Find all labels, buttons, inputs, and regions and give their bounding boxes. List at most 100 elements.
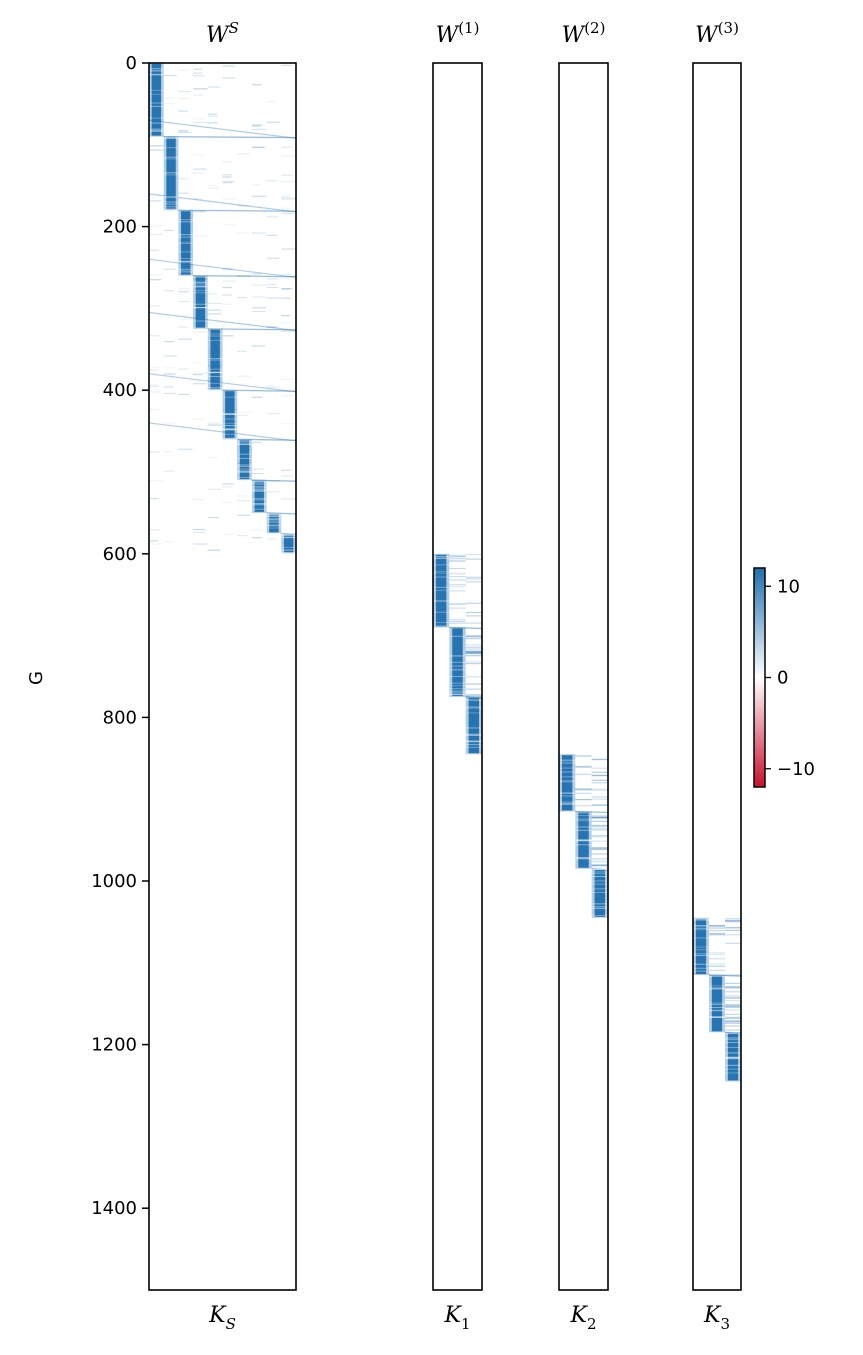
heatmap-texture	[281, 536, 296, 538]
heatmap-speckle	[266, 326, 277, 328]
heatmap-speckle	[222, 501, 233, 504]
heatmap-texture	[433, 600, 450, 602]
heatmap-speckle	[725, 934, 741, 936]
heatmap-speckle	[178, 326, 189, 328]
heatmap-connector	[207, 328, 297, 331]
heatmap-speckle	[465, 581, 482, 583]
heatmap-speckle	[465, 638, 482, 640]
heatmap-texture	[709, 1006, 725, 1008]
heatmap-texture	[465, 734, 482, 736]
heatmap-speckle	[449, 607, 466, 609]
heatmap-speckle	[725, 1004, 741, 1007]
heatmap-speckle	[725, 942, 741, 944]
heatmap-texture	[266, 532, 282, 534]
heatmap-connector	[163, 135, 297, 139]
panel-xlabel-sub: 1	[461, 1315, 471, 1333]
heatmap-texture	[163, 201, 179, 203]
heatmap-speckle	[149, 408, 160, 410]
heatmap-speckle	[222, 336, 234, 338]
heatmap-texture	[178, 268, 194, 270]
heatmap-connector	[724, 1031, 742, 1034]
heatmap-texture	[207, 335, 223, 337]
heatmap-speckle	[193, 68, 203, 70]
heatmap-speckle	[465, 696, 482, 698]
heatmap-connector	[193, 275, 297, 278]
heatmap-speckle	[222, 280, 237, 282]
panel-specific-1: W(1) K1	[432, 19, 483, 1333]
heatmap-speckle	[163, 97, 176, 99]
heatmap-speckle	[725, 1017, 741, 1019]
heatmap-texture	[709, 1016, 725, 1018]
heatmap-speckle	[591, 825, 608, 827]
heatmap-texture	[222, 413, 238, 415]
panel-title-sup: (3)	[718, 19, 739, 37]
heatmap-speckle	[207, 86, 221, 88]
heatmap-speckle	[222, 267, 233, 269]
heatmap-texture	[709, 1016, 725, 1018]
panel-xlabel-sub: 3	[720, 1315, 730, 1333]
heatmap-speckle	[591, 816, 608, 818]
heatmap-texture	[709, 988, 725, 990]
heatmap-speckle	[193, 94, 204, 96]
heatmap-texture	[725, 1041, 741, 1043]
heatmap-connector	[266, 512, 297, 515]
heatmap-speckle	[591, 767, 608, 769]
heatmap-speckle	[281, 174, 293, 176]
heatmap-speckle	[725, 927, 741, 929]
heatmap-texture	[178, 242, 194, 244]
y-tick-label: 400	[103, 380, 137, 401]
heatmap-speckle	[149, 480, 164, 482]
heatmap-speckle	[237, 500, 251, 502]
heatmap-speckle	[222, 303, 233, 305]
heatmap-texture	[222, 413, 238, 415]
heatmap-speckle	[465, 611, 482, 614]
heatmap-speckle	[193, 235, 208, 237]
panel-xlabel-main: K	[444, 1303, 463, 1328]
heatmap-texture	[465, 741, 482, 743]
heatmap-speckle	[591, 836, 608, 838]
heatmap-texture	[178, 251, 194, 253]
heatmap-texture	[709, 987, 725, 989]
heatmap-speckle	[251, 468, 264, 470]
heatmap-texture	[559, 781, 576, 783]
heatmap-streak	[148, 373, 297, 393]
panel-title-main: W	[562, 23, 587, 48]
heatmap-speckle	[725, 1016, 741, 1018]
heatmap-speckle	[725, 974, 741, 976]
heatmap-texture	[149, 128, 164, 130]
heatmap-texture	[237, 453, 252, 455]
heatmap-texture	[575, 829, 592, 831]
heatmap-texture	[222, 428, 238, 430]
heatmap-speckle	[449, 556, 466, 558]
heatmap-texture	[178, 260, 194, 262]
heatmap-speckle	[251, 124, 263, 126]
heatmap-texture	[251, 490, 267, 492]
heatmap-texture	[449, 688, 466, 690]
heatmap-speckle	[725, 1009, 741, 1011]
heatmap-texture	[709, 1002, 725, 1004]
heatmap-texture	[725, 1039, 741, 1041]
heatmap-speckle	[266, 286, 279, 289]
heatmap-texture	[149, 73, 164, 75]
heatmap-speckle	[709, 925, 725, 927]
heatmap-speckle	[281, 423, 296, 425]
heatmap-block	[225, 391, 235, 439]
heatmap-speckle	[575, 799, 592, 801]
heatmap-speckle	[591, 789, 608, 791]
heatmap-texture	[575, 812, 592, 814]
heatmap-texture	[163, 207, 179, 209]
heatmap-texture	[149, 70, 164, 72]
heatmap-speckle	[281, 288, 291, 290]
heatmap-speckle	[591, 859, 608, 861]
heatmap-speckle	[163, 341, 175, 343]
heatmap-speckle	[449, 560, 466, 562]
heatmap-texture	[725, 1058, 741, 1060]
heatmap-speckle	[163, 74, 177, 77]
heatmap-speckle	[237, 514, 251, 516]
heatmap-speckle	[575, 755, 592, 757]
heatmap-texture	[207, 340, 223, 342]
heatmap-texture	[449, 654, 466, 656]
heatmap-speckle	[281, 287, 293, 290]
heatmap-texture	[465, 741, 482, 743]
heatmap-speckle	[725, 926, 741, 929]
